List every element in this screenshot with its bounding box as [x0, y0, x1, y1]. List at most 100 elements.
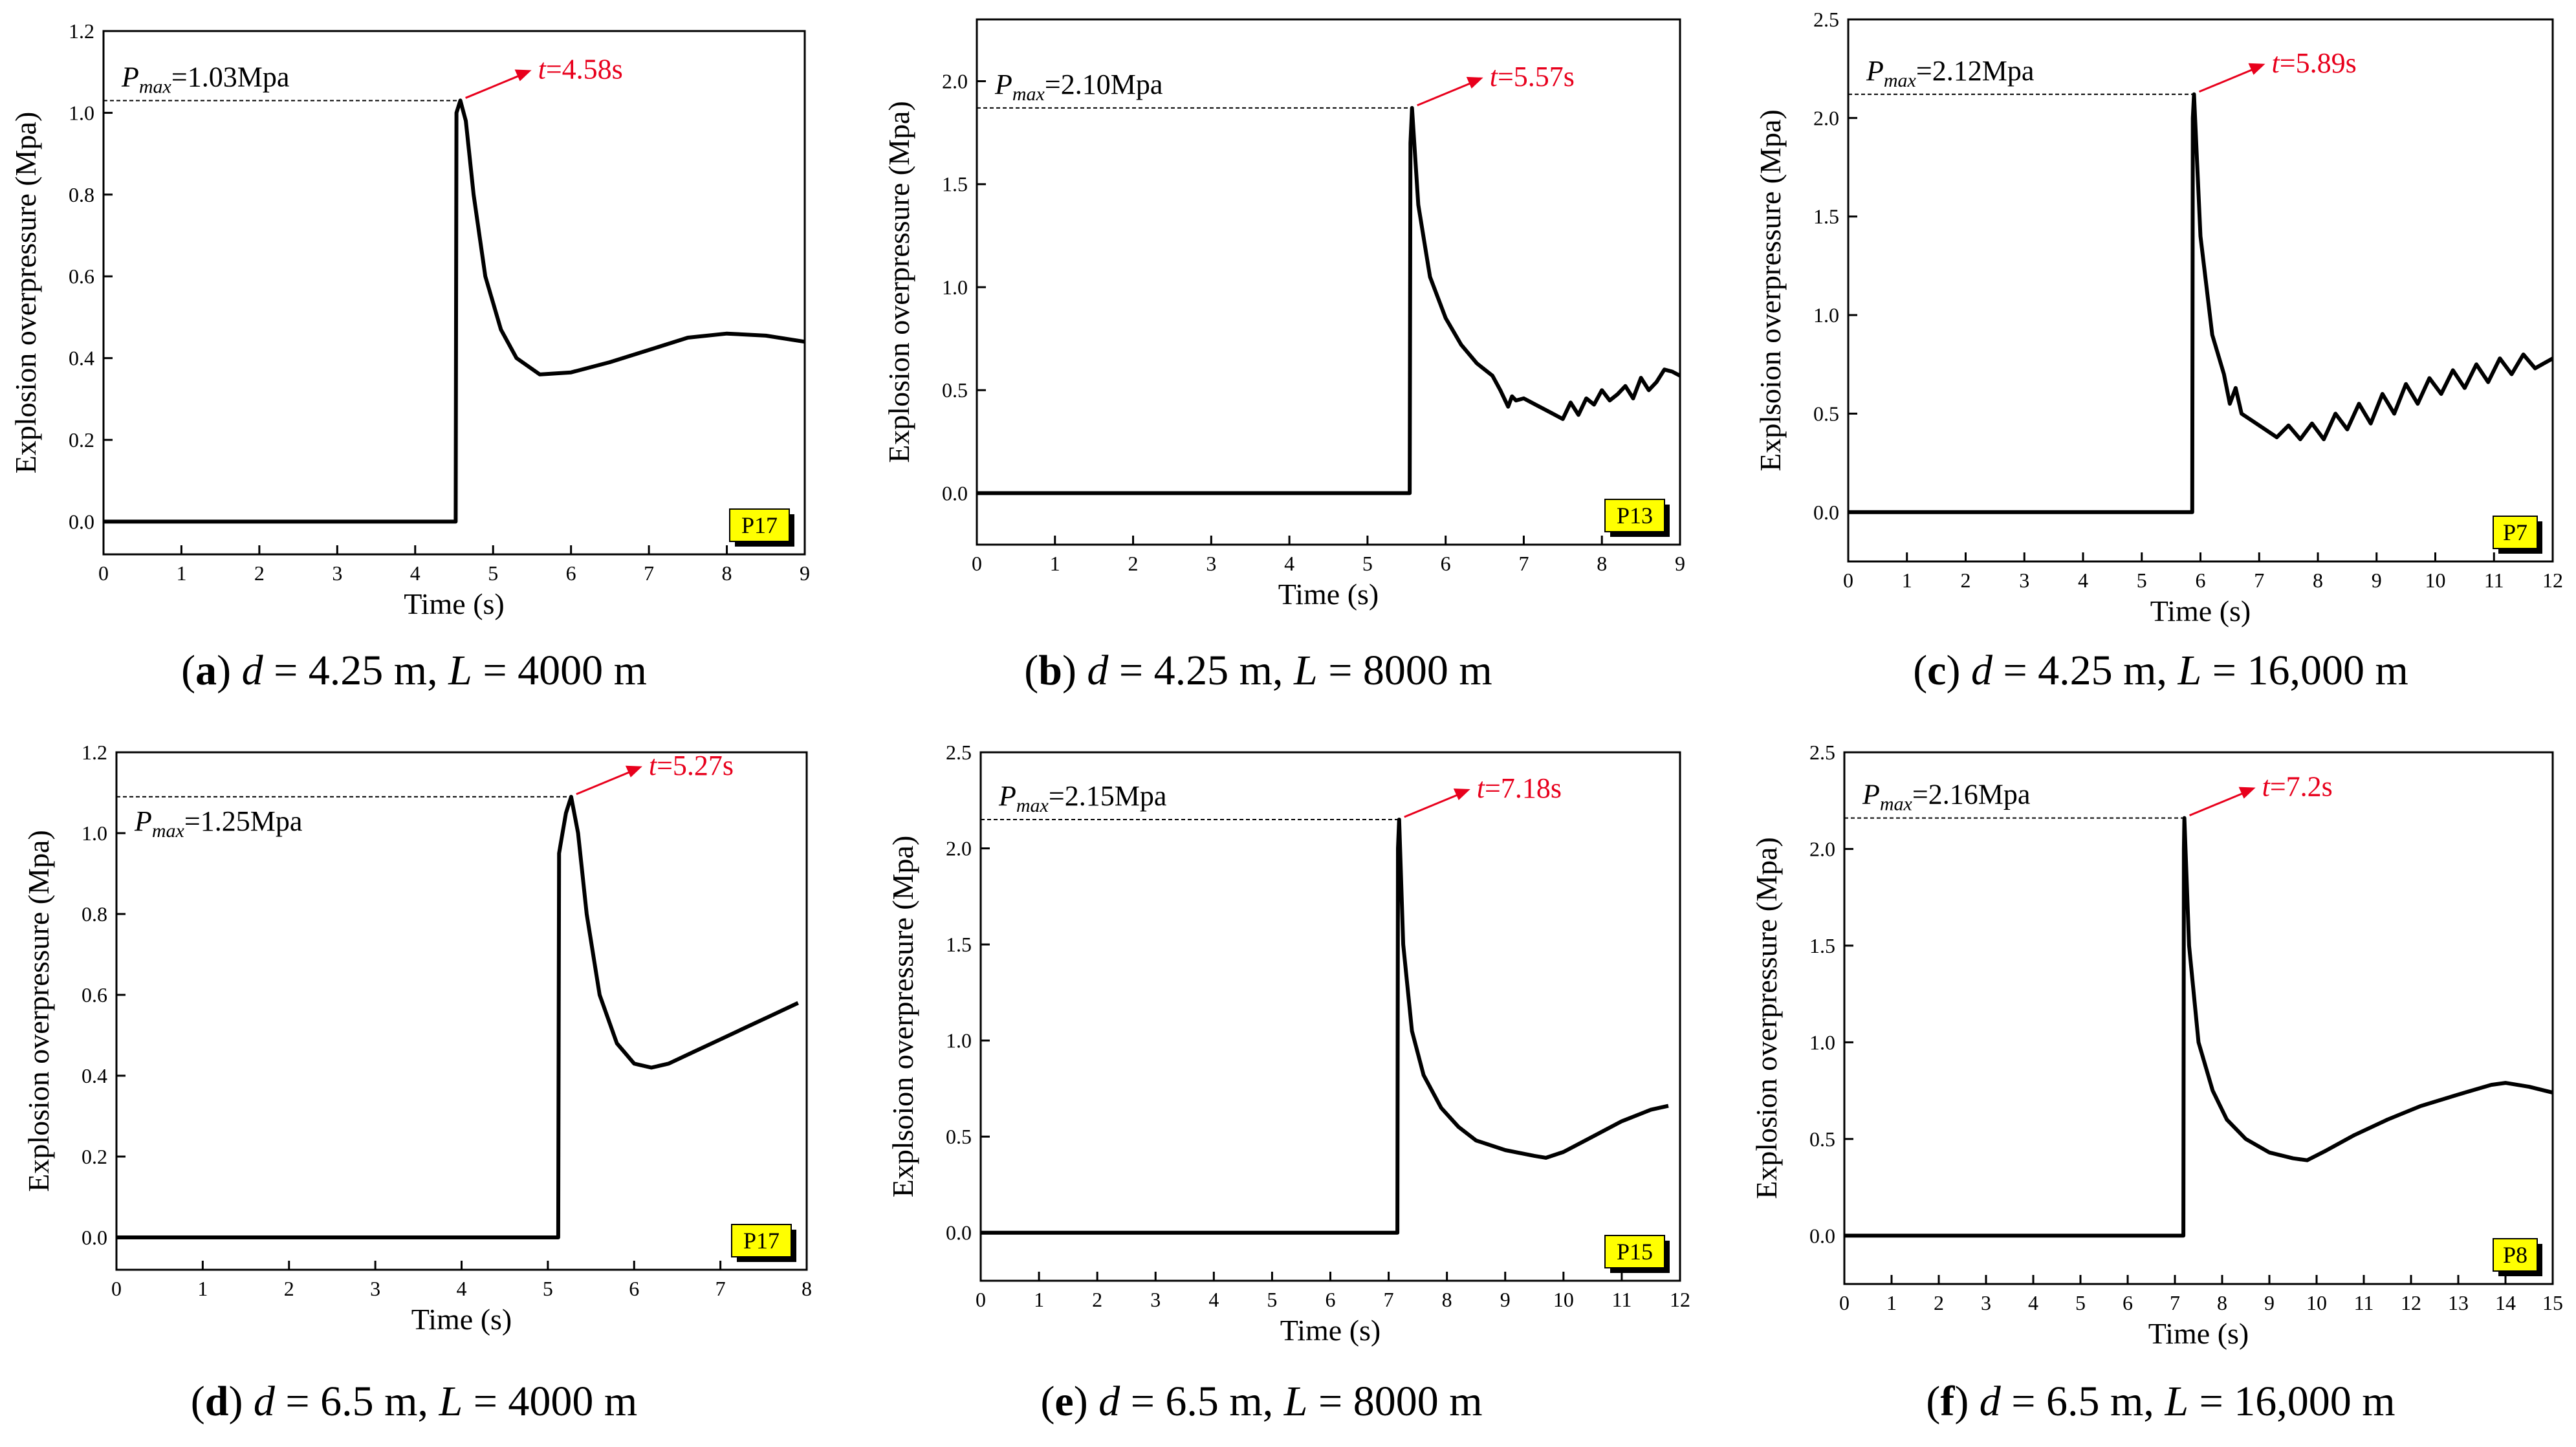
- plot-frame: [1843, 751, 2554, 1285]
- plot-frame: [979, 751, 1681, 1282]
- y-tick-label: 0.5: [1809, 1127, 1835, 1151]
- x-tick-label: 6: [629, 1277, 639, 1300]
- y-tick-label: 0.4: [82, 1064, 107, 1087]
- x-tick-label: 12: [2401, 1291, 2421, 1314]
- pmax-label: Pmax=2.12Mpa: [1866, 55, 2034, 91]
- x-tick-label: 1: [176, 561, 186, 585]
- y-tick-label: 0.0: [82, 1226, 107, 1249]
- point-tag: [1604, 1235, 1665, 1268]
- x-tick-label: 9: [2264, 1291, 2275, 1314]
- x-tick-label: 0: [972, 552, 982, 575]
- x-tick-label: 4: [2028, 1291, 2038, 1314]
- x-tick-label: 1: [1902, 569, 1912, 592]
- panel-caption: (a) d = 4.25 m, L = 4000 m: [181, 647, 647, 694]
- peak-time-label: t=5.57s: [1490, 61, 1575, 92]
- y-tick-label: 0.6: [69, 265, 94, 288]
- y-tick-label: 2.5: [1809, 741, 1835, 764]
- x-tick-label: 13: [2448, 1291, 2469, 1314]
- x-tick-label: 3: [370, 1277, 380, 1300]
- y-tick-label: 2.5: [946, 741, 972, 764]
- pmax-label: Pmax=1.25Mpa: [134, 805, 302, 842]
- peak-arrow-head: [2238, 787, 2256, 799]
- x-tick-label: 7: [715, 1277, 726, 1300]
- x-tick-label: 1: [1034, 1288, 1044, 1311]
- y-tick-label: 0.2: [82, 1145, 107, 1168]
- x-tick-label: 7: [2170, 1291, 2180, 1314]
- panel-caption: (e) d = 6.5 m, L = 8000 m: [1040, 1378, 1482, 1425]
- x-tick-label: 4: [457, 1277, 467, 1300]
- x-tick-label: 1: [1886, 1291, 1897, 1314]
- x-axis-label: Time (s): [2148, 1317, 2249, 1350]
- x-tick-label: 7: [1518, 552, 1529, 575]
- x-tick-label: 2: [284, 1277, 294, 1300]
- y-tick-label: 0.5: [1813, 402, 1839, 425]
- peak-arrow-shaft: [576, 771, 630, 796]
- x-tick-label: 9: [1500, 1288, 1511, 1311]
- x-tick-label: 12: [1670, 1288, 1690, 1311]
- peak-arrow-shaft: [2198, 69, 2253, 93]
- x-tick-label: 7: [1384, 1288, 1394, 1311]
- x-tick-label: 6: [1326, 1288, 1336, 1311]
- y-axis-label: Explosion overpressure (Mpa): [22, 830, 55, 1192]
- point-tag: [2493, 516, 2538, 549]
- y-tick-label: 2.0: [1813, 106, 1839, 129]
- point-tag: [731, 1224, 792, 1257]
- peak-time-label: t=5.27s: [649, 750, 734, 781]
- y-axis-label: Explsoion overpressure (Mpa): [886, 836, 919, 1198]
- x-tick-label: 0: [111, 1277, 122, 1300]
- point-tag-label: P17: [741, 512, 778, 538]
- x-tick-label: 7: [644, 561, 654, 585]
- point-tag-label: P8: [2503, 1242, 2527, 1268]
- x-tick-label: 0: [98, 561, 109, 585]
- x-tick-label: 6: [566, 561, 576, 585]
- x-axis-label: Time (s): [1278, 578, 1379, 611]
- series-line: [116, 794, 799, 1239]
- x-tick-label: 8: [1442, 1288, 1452, 1311]
- x-tick-label: 9: [1675, 552, 1685, 575]
- y-tick-label: 1.0: [69, 101, 94, 124]
- peak-arrow-shaft: [1417, 82, 1471, 107]
- x-axis-label: Time (s): [404, 587, 505, 620]
- y-tick-label: 1.5: [1813, 205, 1839, 228]
- x-tick-label: 8: [2313, 569, 2323, 592]
- x-tick-label: 5: [1267, 1288, 1277, 1311]
- chart-panel-a: 0 1 2 3 4 5 6 7 8 9 0.0 0.2 0.4 0.6 0.8 1.0 1.2 Time (s) E…: [9, 19, 810, 620]
- x-tick-label: 8: [2217, 1291, 2227, 1314]
- y-tick-label: 1.0: [946, 1029, 972, 1052]
- peak-arrow-head: [1453, 788, 1470, 800]
- y-tick-label: 1.0: [1809, 1030, 1835, 1054]
- series-line: [104, 98, 805, 524]
- x-tick-label: 3: [1150, 1288, 1161, 1311]
- x-tick-label: 5: [2075, 1291, 2086, 1314]
- x-tick-label: 4: [2078, 569, 2088, 592]
- y-tick-label: 0.8: [69, 183, 94, 206]
- y-tick-label: 2.5: [1813, 8, 1839, 31]
- peak-arrow-head: [625, 765, 642, 778]
- pmax-label: Pmax=2.16Mpa: [1862, 779, 2030, 815]
- x-tick-label: 2: [1092, 1288, 1102, 1311]
- y-tick-label: 0.0: [69, 510, 94, 533]
- point-tag: [2493, 1238, 2538, 1272]
- point-tag-label: P7: [2503, 519, 2527, 545]
- series-line: [977, 105, 1681, 495]
- y-tick-label: 1.0: [942, 276, 968, 299]
- y-axis-label: Explsoion overpressure (Mpa): [1754, 109, 1787, 472]
- x-tick-label: 3: [2019, 569, 2029, 592]
- y-tick-label: 0.2: [69, 428, 94, 452]
- x-axis-label: Time (s): [1280, 1314, 1381, 1347]
- x-tick-label: 8: [802, 1277, 812, 1300]
- point-tag-label: P13: [1617, 503, 1653, 528]
- y-tick-label: 0.0: [942, 481, 968, 505]
- pmax-label: Pmax=2.15Mpa: [998, 780, 1166, 816]
- point-tag-label: P15: [1617, 1239, 1653, 1265]
- point-tag: [1604, 499, 1665, 532]
- y-tick-label: 1.5: [1809, 934, 1835, 957]
- chart-panel-f: 0 1 2 3 4 5 6 7 8 9 10 11 12 13 14 150.00.51.01.52.02.5…: [1750, 741, 2563, 1350]
- peak-time-label: t=4.58s: [538, 53, 623, 85]
- series-line: [1844, 816, 2553, 1238]
- pmax-label: Pmax=1.03Mpa: [121, 61, 289, 97]
- x-tick-label: 1: [1050, 552, 1060, 575]
- chart-panel-b: 0 1 2 3 4 5 6 7 8 9 0.0 0.5 1.0 1.5 2.0 Time (s) Explosi…: [882, 18, 1685, 611]
- x-tick-label: 11: [2354, 1291, 2374, 1314]
